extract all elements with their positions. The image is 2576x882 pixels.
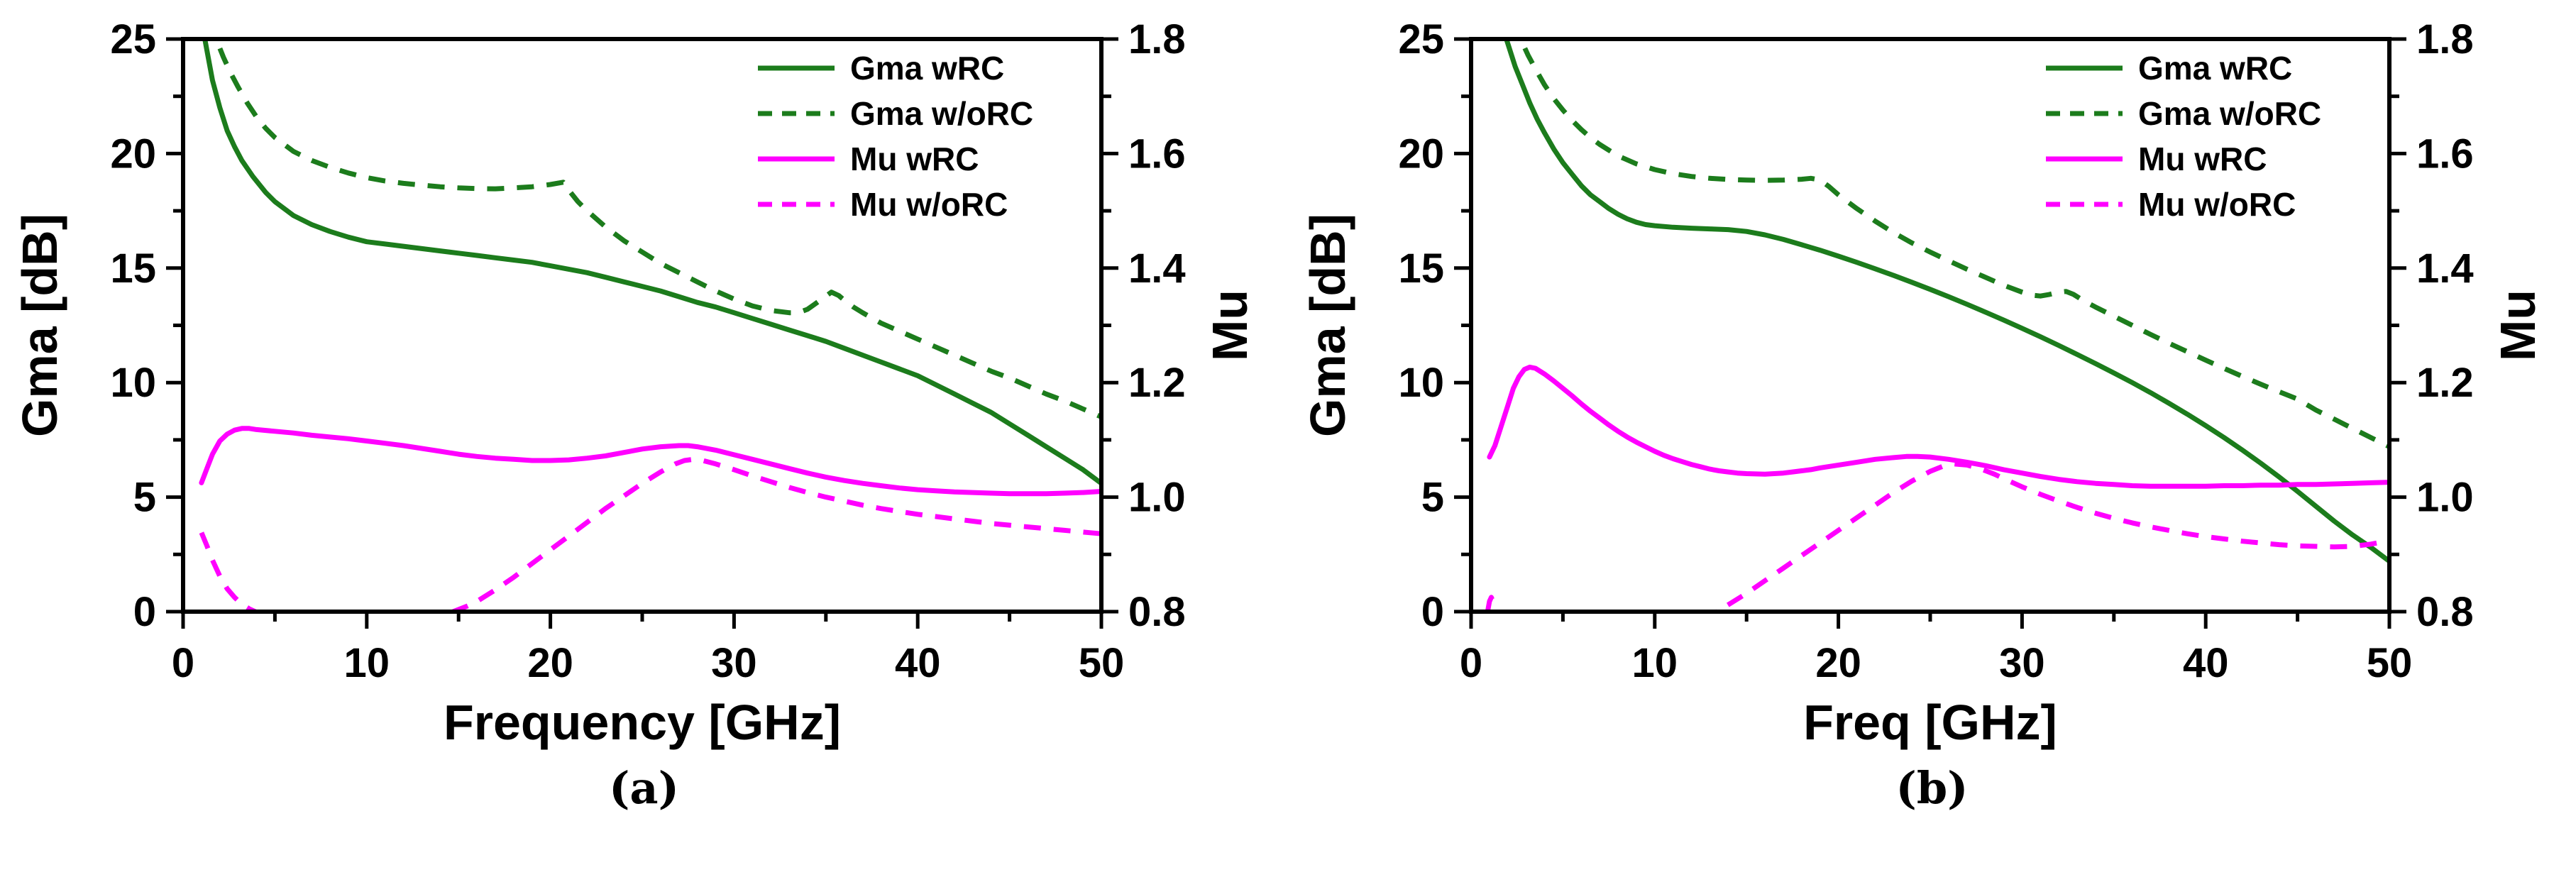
panel-b: 0 10 20 30 40 50 0 5 10 15 20 25 0.8 1.0 1.2 1.4 1.6 1.8 F… (1288, 0, 2576, 882)
legend-label-mu-w-orc: Mu w/oRC (2138, 186, 2296, 223)
y-right-tick-label: 1.4 (2416, 246, 2474, 292)
y-left-tick-label: 20 (1398, 131, 1444, 177)
y-right-tick-label: 1.0 (2416, 475, 2474, 521)
series-line-gma-w-orc (1518, 39, 2389, 449)
y-right-tick-label: 1.8 (1128, 16, 1186, 62)
x-tick-label: 20 (527, 640, 573, 686)
x-tick-label: 30 (1999, 640, 2045, 686)
series-line-gma-wrc (202, 39, 1101, 486)
y-right-tick-label: 1.2 (1128, 360, 1186, 406)
y-right-tick-label: 0.8 (2416, 589, 2474, 635)
x-tick-label: 30 (711, 640, 757, 686)
ticks-group: 0 10 20 30 40 50 0 5 10 15 20 25 0.8 1.0 1.2 1.4 1.6 1.8 (1398, 16, 2473, 686)
y-left-tick-label: 5 (133, 475, 156, 521)
x-tick-label: 10 (344, 640, 390, 686)
x-tick-label: 10 (1632, 640, 1678, 686)
y-right-tick-label: 1.8 (2416, 16, 2474, 62)
series-group (1485, 39, 2389, 612)
legend: Gma wRC Gma w/oRC Mu wRC Mu w/oRC (2046, 50, 2321, 223)
caption-b: (b) (1895, 762, 1969, 814)
x-tick-label: 50 (1079, 640, 1125, 686)
x-tick-label: 0 (1460, 640, 1482, 686)
x-axis-label: Freq [GHz] (1803, 695, 2057, 750)
chart-a: 0 10 20 30 40 50 0 5 10 15 20 25 0.8 1.0 1.2 1.4 1.6 1.8 F… (12, 16, 1257, 750)
y-left-tick-label: 25 (110, 16, 156, 62)
y-left-tick-label: 5 (1421, 475, 1444, 521)
y-left-axis-label: Gma [dB] (1300, 214, 1355, 437)
legend-label-mu-wrc: Mu wRC (2138, 140, 2267, 177)
y-left-tick-label: 15 (1398, 246, 1444, 292)
y-left-tick-label: 25 (1398, 16, 1444, 62)
series-line-mu-w-orc (1485, 461, 2389, 612)
series-line-mu-wrc (1487, 364, 2389, 489)
legend-label-gma-w-orc: Gma w/oRC (2138, 95, 2321, 132)
y-left-tick-label: 10 (1398, 360, 1444, 406)
legend-label-gma-wrc: Gma wRC (850, 50, 1004, 87)
x-tick-label: 20 (1815, 640, 1861, 686)
y-right-tick-label: 1.6 (1128, 131, 1186, 177)
ticks-group: 0 10 20 30 40 50 0 5 10 15 20 25 0.8 1.0 1.2 1.4 1.6 1.8 (110, 16, 1185, 686)
y-left-tick-label: 0 (1421, 589, 1444, 635)
legend: Gma wRC Gma w/oRC Mu wRC Mu w/oRC (758, 50, 1033, 223)
y-right-axis-label: Mu (2490, 290, 2545, 361)
y-left-tick-label: 20 (110, 131, 156, 177)
x-tick-label: 40 (895, 640, 941, 686)
y-left-tick-label: 10 (110, 360, 156, 406)
x-tick-label: 50 (2367, 640, 2413, 686)
x-tick-label: 40 (2183, 640, 2229, 686)
y-right-tick-label: 1.4 (1128, 246, 1186, 292)
y-right-tick-label: 1.0 (1128, 475, 1186, 521)
legend-label-mu-w-orc: Mu w/oRC (850, 186, 1008, 223)
y-left-tick-label: 15 (110, 246, 156, 292)
caption-a: (a) (609, 762, 679, 814)
x-axis-label: Frequency [GHz] (444, 695, 841, 750)
legend-label-gma-w-orc: Gma w/oRC (850, 95, 1033, 132)
y-left-axis-label: Gma [dB] (12, 214, 67, 437)
series-line-gma-w-orc (213, 39, 1101, 419)
chart-b: 0 10 20 30 40 50 0 5 10 15 20 25 0.8 1.0 1.2 1.4 1.6 1.8 F… (1300, 16, 2545, 750)
series-group (199, 39, 1101, 612)
series-line-mu-wrc (199, 426, 1101, 497)
panel-a: 0 10 20 30 40 50 0 5 10 15 20 25 0.8 1.0 1.2 1.4 1.6 1.8 F… (12, 16, 1257, 814)
y-right-tick-label: 0.8 (1128, 589, 1186, 635)
y-left-tick-label: 0 (133, 589, 156, 635)
legend-label-gma-wrc: Gma wRC (2138, 50, 2292, 87)
series-line-gma-wrc (1504, 39, 2389, 564)
y-right-axis-label: Mu (1202, 290, 1257, 361)
legend-label-mu-wrc: Mu wRC (850, 140, 979, 177)
series-line-mu-w-orc (199, 456, 1101, 612)
y-right-tick-label: 1.2 (2416, 360, 2474, 406)
x-tick-label: 0 (172, 640, 194, 686)
y-right-tick-label: 1.6 (2416, 131, 2474, 177)
